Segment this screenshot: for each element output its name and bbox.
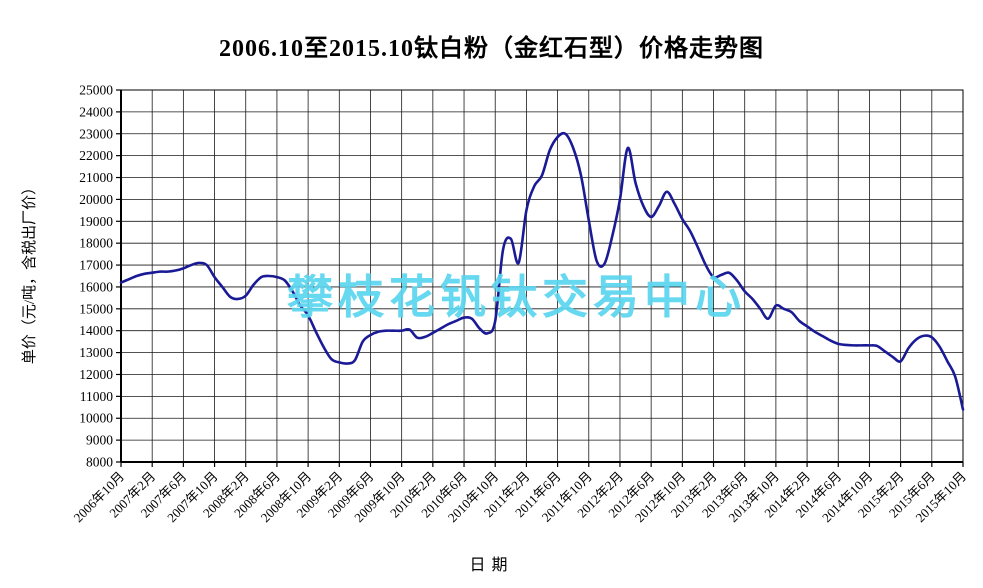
y-tick-label: 19000	[79, 214, 113, 229]
y-tick-label: 23000	[79, 126, 113, 141]
chart-title: 2006.10至2015.10钛白粉（金红石型）价格走势图	[219, 36, 764, 62]
y-tick-label: 15000	[79, 301, 113, 316]
y-tick-label: 22000	[79, 148, 113, 163]
y-tick-label: 8000	[86, 455, 113, 470]
x-axis-title: 日期	[469, 557, 514, 574]
y-tick-label: 11000	[80, 389, 113, 404]
watermark-text: 攀枝花钒钛交易中心	[287, 272, 746, 323]
y-tick-label: 21000	[79, 170, 113, 185]
y-tick-label: 24000	[79, 104, 113, 119]
y-tick-label: 14000	[79, 323, 113, 338]
y-tick-label: 13000	[79, 345, 113, 360]
y-tick-label: 12000	[79, 367, 113, 382]
y-tick-label: 16000	[79, 279, 113, 294]
y-tick-label: 17000	[79, 258, 113, 273]
y-tick-label: 25000	[79, 83, 113, 98]
price-line	[119, 131, 965, 411]
y-tick-label: 10000	[79, 411, 113, 426]
y-tick-label: 20000	[79, 192, 113, 207]
y-tick-label: 18000	[79, 236, 113, 251]
y-tick-label: 9000	[86, 433, 113, 448]
y-axis-title: 单价（元/吨，含税出厂价）	[22, 179, 38, 365]
